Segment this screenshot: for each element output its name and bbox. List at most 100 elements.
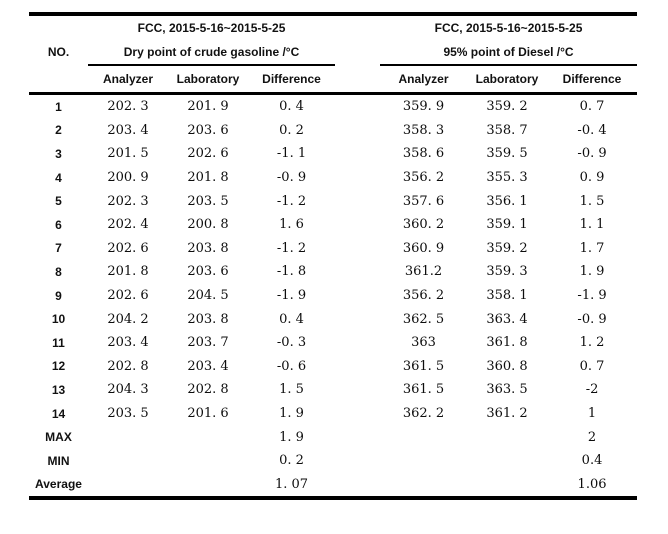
value-cell: -0. 9 (577, 311, 607, 327)
value-cell (467, 425, 547, 449)
value-cell (88, 473, 168, 499)
table-row: 2 203. 4 203. 6 0. 2 358. 3 358. 7 -0. 4 (29, 119, 637, 143)
table-row: 8 201. 8 203. 6 -1. 8 361.2 359. 3 1. 9 (29, 260, 637, 284)
header-gap (335, 65, 381, 95)
value-cell: 0. 2 (279, 122, 304, 138)
value-cell: 0. 4 (279, 99, 304, 115)
table-row: Average 1. 07 1.06 (29, 473, 637, 499)
value-cell: -0. 4 (577, 122, 607, 138)
row-label: 6 (55, 217, 62, 232)
value-cell: 202. 8 (107, 358, 149, 374)
spacer-cell (335, 355, 380, 379)
header-row-period: FCC, 2015-5-16~2015-5-25 FCC, 2015-5-16~… (29, 14, 637, 39)
value-cell: 203. 4 (107, 122, 149, 138)
value-cell (88, 449, 168, 473)
value-cell: 1. 07 (274, 476, 309, 492)
value-cell (467, 473, 547, 499)
value-cell: 1.06 (577, 476, 607, 492)
value-cell: 201. 8 (187, 170, 229, 186)
value-cell: 361. 5 (402, 358, 445, 374)
value-cell: 358. 3 (402, 122, 445, 138)
group2-analyzer-header: Analyzer (380, 65, 468, 95)
spacer-cell (335, 402, 380, 426)
group2-laboratory-header: Laboratory (467, 65, 548, 95)
value-cell: 362. 5 (402, 311, 445, 327)
value-cell (168, 425, 248, 449)
value-cell: 204. 3 (107, 382, 149, 398)
table-row: MIN 0. 2 0.4 (29, 449, 637, 473)
value-cell: 203. 6 (187, 122, 229, 138)
row-label: 14 (51, 406, 66, 421)
value-cell: 1. 1 (579, 217, 605, 233)
no-column-header: NO. (47, 45, 70, 59)
row-label: 3 (55, 146, 62, 161)
spacer-cell (335, 284, 380, 308)
value-cell: 1. 9 (279, 429, 304, 445)
table-row: 12 202. 8 203. 4 -0. 6 361. 5 360. 8 0. 7 (29, 355, 637, 379)
value-cell: -1. 8 (276, 264, 307, 280)
value-cell: 202. 6 (187, 146, 229, 162)
value-cell: 0.4 (581, 453, 603, 469)
spacer-cell (335, 189, 380, 213)
value-cell: -1. 9 (577, 288, 607, 304)
value-cell: 361.2 (404, 264, 443, 280)
value-cell: 360. 8 (486, 358, 528, 374)
value-cell: 0. 9 (579, 170, 605, 186)
value-cell: 201. 8 (107, 264, 149, 280)
value-cell: 202. 3 (107, 99, 149, 115)
value-cell: -1. 1 (276, 146, 307, 162)
value-cell: 202. 3 (107, 193, 149, 209)
value-cell: 1. 9 (279, 406, 304, 422)
row-label: MAX (45, 430, 72, 445)
value-cell: 203. 4 (107, 335, 149, 351)
value-cell: -2 (585, 382, 599, 398)
row-label: 5 (55, 194, 62, 209)
value-cell: 359. 1 (486, 217, 528, 233)
value-cell: 0. 7 (579, 358, 605, 374)
value-cell: 202. 6 (107, 240, 149, 256)
row-label: MIN (47, 453, 70, 468)
value-cell: 202. 8 (187, 382, 229, 398)
header-spacer (29, 14, 88, 39)
table-row: 7 202. 6 203. 8 -1. 2 360. 9 359. 2 1. 7 (29, 237, 637, 261)
value-cell: 358. 6 (402, 146, 445, 162)
table-body: 1 202. 3 201. 9 0. 4 359. 9 359. 2 0. 7 2 203. 4… (29, 94, 637, 499)
table-row: MAX 1. 9 2 (29, 425, 637, 449)
value-cell: 362. 2 (402, 406, 445, 422)
value-cell: 360. 2 (402, 217, 445, 233)
row-label: 7 (55, 241, 62, 256)
comparison-table: FCC, 2015-5-16~2015-5-25 FCC, 2015-5-16~… (29, 12, 638, 501)
value-cell: -1. 2 (276, 193, 307, 209)
row-label: 10 (51, 312, 66, 327)
value-cell: 358. 7 (486, 122, 528, 138)
header-gap (335, 39, 380, 65)
value-cell: 203. 6 (187, 264, 229, 280)
value-cell: 356. 2 (402, 288, 445, 304)
row-label: 2 (55, 123, 62, 138)
value-cell: -0. 3 (276, 335, 307, 351)
value-cell: 358. 1 (486, 288, 528, 304)
table-row: 11 203. 4 203. 7 -0. 3 363 361. 8 1. 2 (29, 331, 637, 355)
value-cell: -0. 9 (276, 170, 307, 186)
spacer-cell (335, 449, 380, 473)
value-cell: 1. 2 (579, 335, 605, 351)
value-cell: 201. 5 (107, 146, 149, 162)
spacer-cell (335, 142, 380, 166)
value-cell: -0. 6 (276, 358, 307, 374)
value-cell: 200. 8 (187, 217, 229, 233)
row-label: 4 (55, 170, 62, 185)
spacer-cell (335, 307, 380, 331)
header-spacer (29, 65, 88, 95)
table-row: 5 202. 3 203. 5 -1. 2 357. 6 356. 1 1. 5 (29, 189, 637, 213)
spacer-cell (335, 331, 380, 355)
spacer-cell (335, 425, 380, 449)
spacer-cell (335, 237, 380, 261)
value-cell: 1 (587, 406, 597, 422)
spacer-cell (335, 473, 380, 499)
value-cell: 2 (587, 429, 597, 445)
value-cell: 359. 9 (402, 99, 445, 115)
value-cell: 359. 3 (486, 264, 528, 280)
table-row: 3 201. 5 202. 6 -1. 1 358. 6 359. 5 -0. 9 (29, 142, 637, 166)
value-cell: 363. 4 (486, 311, 528, 327)
